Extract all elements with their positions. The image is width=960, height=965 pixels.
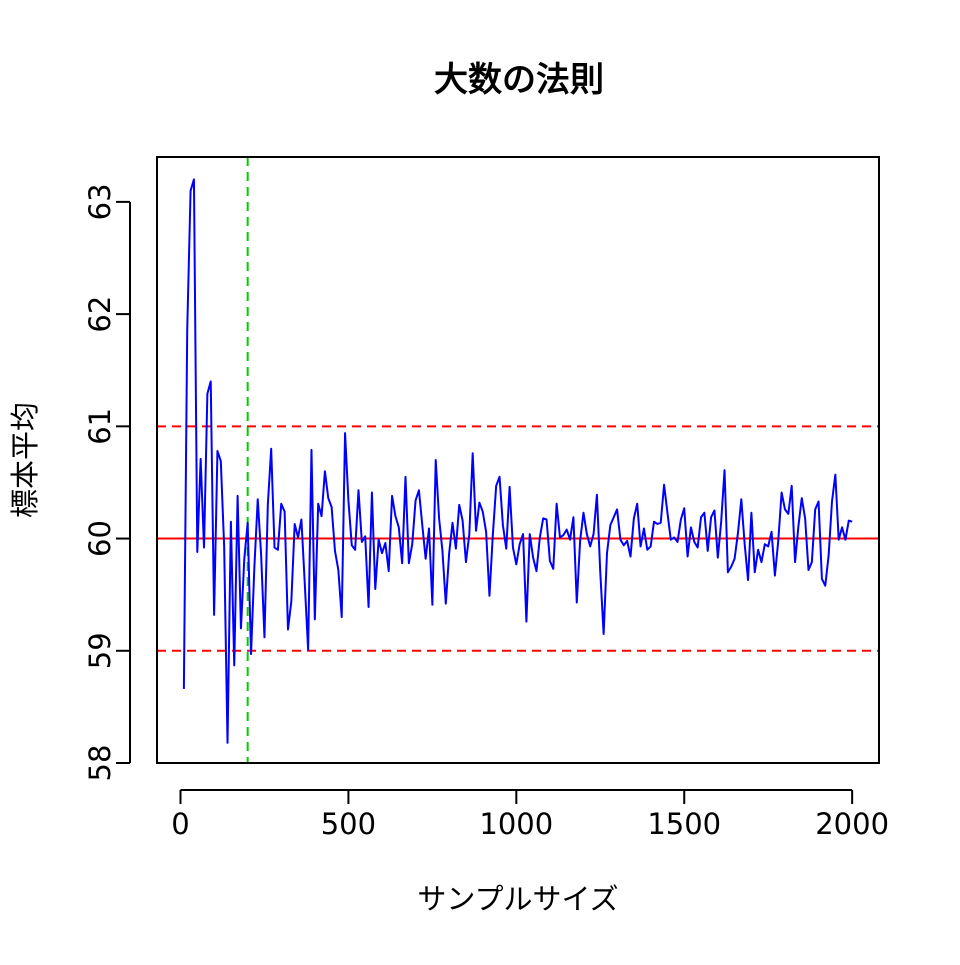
x-tick-label: 2000 xyxy=(815,807,889,841)
y-axis: 58 59 60 61 62 63 xyxy=(83,183,131,782)
chart-title: 大数の法則 xyxy=(434,60,604,100)
x-tick-label: 1500 xyxy=(647,807,721,841)
y-tick-label: 58 xyxy=(83,745,117,782)
y-tick-label: 62 xyxy=(83,296,117,333)
x-axis: 0 500 1000 1500 2000 xyxy=(171,789,889,841)
y-axis-title: 標本平均 xyxy=(8,402,42,518)
y-tick-label: 60 xyxy=(83,520,117,557)
data-series xyxy=(182,178,853,744)
x-tick-label: 500 xyxy=(321,807,376,841)
reference-lines xyxy=(157,157,879,763)
y-tick-label: 61 xyxy=(83,408,117,445)
y-tick-label: 63 xyxy=(83,183,117,220)
x-axis-title: サンプルサイズ xyxy=(417,882,618,916)
x-tick-label: 1000 xyxy=(479,807,553,841)
x-tick-label: 0 xyxy=(171,807,189,841)
series-line-0 xyxy=(182,178,853,744)
plot-frame xyxy=(156,156,880,764)
y-tick-label: 59 xyxy=(83,632,117,669)
